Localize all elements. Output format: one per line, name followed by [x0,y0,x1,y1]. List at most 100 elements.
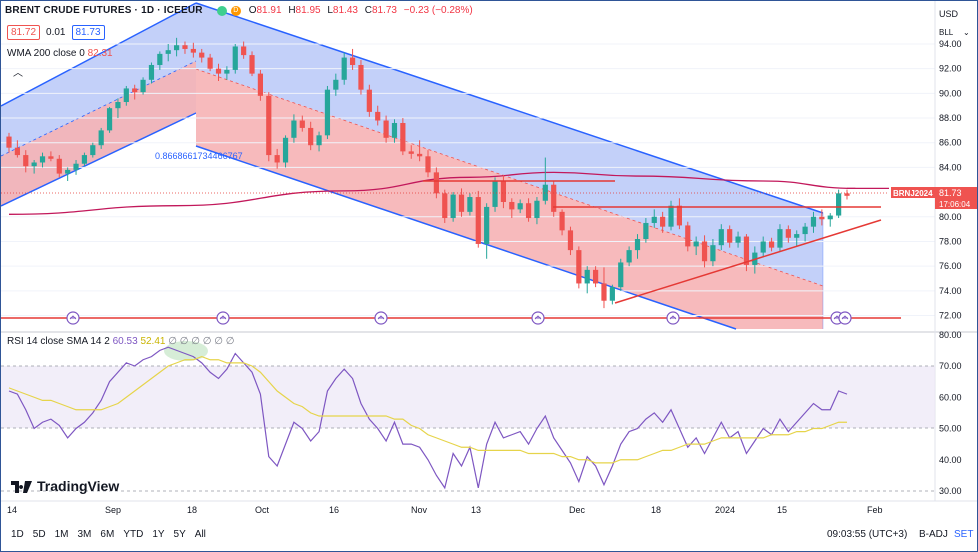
candle-body [710,245,716,262]
candle-body [39,156,46,163]
rsi-pane [1,341,935,492]
range-button-1m[interactable]: 1M [54,529,69,540]
price-tick-label: 72.00 [939,311,962,321]
candle-body [115,102,121,109]
candle-body [65,169,71,174]
price-tick-label: 92.00 [939,64,962,74]
price-tick-label: 86.00 [939,138,962,148]
ask-price-box[interactable]: 81.73 [71,25,105,40]
candle-body [375,111,381,121]
time-tick-label: 14 [7,505,17,515]
candle-body [626,250,632,263]
range-button-6m[interactable]: 6M [100,529,115,540]
candle-body [14,147,20,156]
tv-logo-text: TradingView [37,478,119,494]
time-tick-label: Feb [867,505,883,515]
candle-body [567,230,574,251]
candle-body [660,216,666,227]
rising-trendline [614,219,882,304]
clock-display[interactable]: 09:03:55 (UTC+3) [827,529,908,540]
range-button-all[interactable]: All [194,529,206,540]
candle-body [316,135,322,146]
candle-body [266,95,272,156]
event-marker-glyph [219,315,227,320]
rsi-overbought-highlight [164,341,208,361]
candle-body [148,64,155,80]
candle-body [224,69,230,74]
collapse-legend-chevron-icon[interactable]: ︿ [13,68,23,79]
candle-body [257,73,263,96]
candle-body [651,216,657,223]
bid-price-box[interactable]: 81.72 [7,25,41,40]
wma-200-line [8,171,889,215]
candle-body [157,53,163,65]
rsi-band-fill [1,366,935,428]
price-tick-label: 74.00 [939,286,962,296]
rsi-tick-label: 50.00 [939,424,962,434]
candle-body [182,45,188,49]
range-button-ytd[interactable]: YTD [123,529,144,540]
price-axis[interactable]: 94.00 92.00 90.00 88.00 86.00 84.00 80.00 78.00… [939,39,962,321]
price-tick-label: 78.00 [939,236,962,246]
candle-body [643,222,649,240]
candle-body [215,68,222,74]
candle-body [668,205,674,227]
time-tick-label: 18 [187,505,197,515]
range-button-5y[interactable]: 5Y [173,529,186,540]
candle-body [676,205,682,226]
candle-body [450,194,456,219]
rsi-legend[interactable]: RSI 14 close SMA 14 2 60.53 52.41 ∅ ∅ ∅ … [7,336,234,347]
tradingview-logo[interactable]: TradingView [11,478,119,494]
candle-body [6,136,12,148]
candle-body [349,57,356,65]
rsi-tick-label: 70.00 [939,361,962,371]
rsi-tick-label: 40.00 [939,455,962,465]
candle-body [241,46,247,56]
rsi-legend-extra: ∅ ∅ ∅ ∅ ∅ ∅ [168,336,235,347]
rsi-legend-value2: 52.41 [140,336,166,347]
candle-body [701,241,708,262]
adjustment-toggle[interactable]: B-ADJ [919,529,948,540]
candle-body [358,64,364,90]
descending-channel-red-fill [196,69,823,329]
bid-ask-row: 81.72 0.01 81.73 [7,25,105,40]
candle-body [785,229,791,238]
range-button-3m[interactable]: 3M [77,529,92,540]
time-axis[interactable]: 14 Sep 18 Oct 16 Nov 13 Dec 18 2024 15 Feb [7,505,883,515]
rsi-line [8,346,848,490]
descending-channel-lower-line [195,145,737,330]
candle-body [333,79,339,90]
time-tick-label: Nov [411,505,428,515]
time-tick-label: 15 [777,505,787,515]
ohlc-values: O81.91 H81.95 L81.43 C81.73 −0.23 (−0.28… [248,5,473,16]
time-tick-label: 2024 [715,505,735,515]
candle-body [123,88,129,103]
candle-body [584,269,590,284]
wma-legend[interactable]: WMA 200 close 0 82.31 [7,48,113,59]
rsi-axis[interactable]: 80.00 70.00 60.00 50.00 40.00 30.00 [939,330,962,496]
candle-body [492,181,498,207]
candle-body [98,130,104,146]
time-tick-label: Oct [255,505,270,515]
candle-body [165,50,171,54]
candle-body [836,193,842,216]
rsi-sma-line [8,355,847,464]
range-button-1d[interactable]: 1D [11,529,24,540]
candle-body [417,153,423,157]
price-tag-symbol: BRNJ2024 [893,189,933,198]
settlement-toggle[interactable]: SET [954,529,974,540]
range-button-5d[interactable]: 5D [32,529,46,540]
candle-body [308,127,314,146]
status-dot-icon [216,5,227,16]
symbol-title[interactable]: BRENT CRUDE FUTURES · 1D · ICEEUR [5,5,203,16]
price-tick-label: 80.00 [939,212,962,222]
candle-body [517,203,523,210]
rsi-tick-label: 30.00 [939,486,962,496]
range-button-1y[interactable]: 1Y [152,529,165,540]
candle-body [609,287,615,301]
candle-body [341,57,347,80]
price-tag-countdown: 17:06:04 [939,200,971,209]
event-marker-glyph [534,315,542,320]
wma-200-path [8,171,856,215]
